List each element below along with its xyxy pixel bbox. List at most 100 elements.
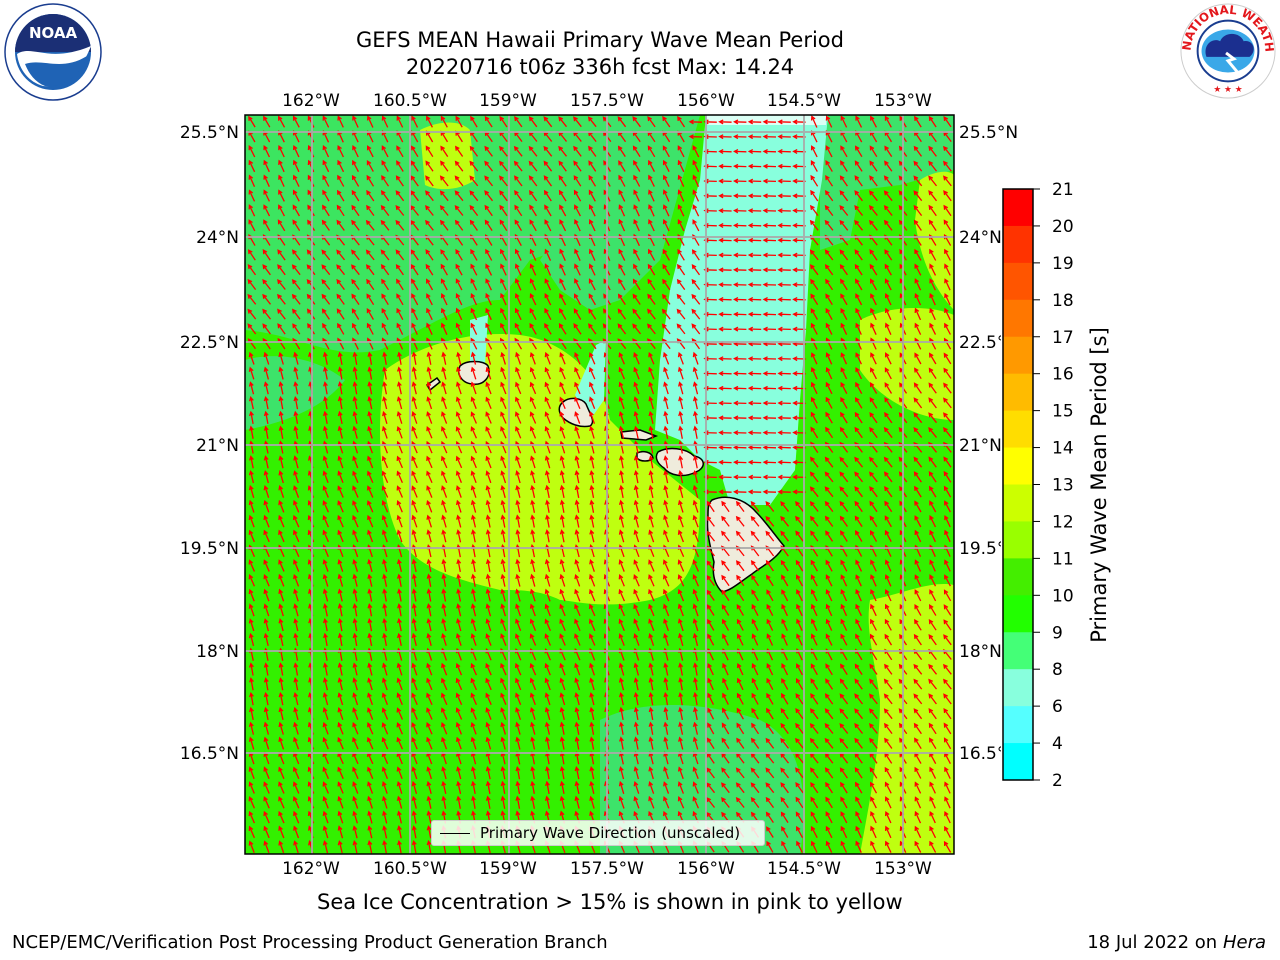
wave-arrow <box>840 293 848 306</box>
wave-arrow <box>248 484 255 498</box>
wave-arrow <box>426 618 432 632</box>
wave-arrow <box>884 515 892 528</box>
wave-arrow <box>545 499 550 513</box>
wave-arrow <box>455 278 463 291</box>
wave-arrow <box>855 115 863 128</box>
wave-arrow <box>884 810 892 824</box>
wave-arrow <box>454 190 464 202</box>
wave-arrow <box>352 366 358 380</box>
wave-arrow <box>825 796 833 809</box>
wave-arrow <box>574 455 580 469</box>
wave-arrow <box>648 559 655 572</box>
wave-arrow <box>558 116 568 128</box>
wave-arrow <box>762 282 777 288</box>
wave-arrow <box>692 189 700 202</box>
wave-arrow <box>485 558 491 573</box>
wave-arrow <box>943 619 952 631</box>
wave-arrow <box>441 677 448 691</box>
wave-arrow <box>692 514 699 528</box>
wave-arrow <box>677 603 684 617</box>
wave-arrow <box>396 485 403 498</box>
wave-arrow <box>718 149 732 154</box>
wave-arrow <box>663 484 669 498</box>
wave-arrow <box>854 205 864 216</box>
wave-arrow <box>839 693 849 705</box>
wave-arrow <box>810 811 818 824</box>
wave-arrow <box>515 426 522 439</box>
wave-arrow <box>633 484 639 499</box>
wave-arrow <box>469 160 479 172</box>
wave-arrow <box>484 160 494 172</box>
wave-arrow <box>470 573 476 587</box>
wave-arrow <box>263 219 271 232</box>
wave-arrow <box>692 662 698 676</box>
wave-arrow <box>247 278 257 290</box>
wave-arrow <box>869 766 878 779</box>
wave-arrow <box>322 617 328 632</box>
wave-arrow <box>485 677 492 691</box>
wave-arrow <box>618 588 625 602</box>
wave-arrow <box>322 144 330 158</box>
wave-arrow <box>529 248 537 261</box>
wave-arrow <box>366 293 375 306</box>
wave-arrow <box>692 632 699 646</box>
wave-arrow <box>777 371 791 376</box>
wave-arrow <box>766 840 774 853</box>
wave-arrow <box>515 558 521 573</box>
wave-arrow <box>380 189 390 202</box>
wave-arrow <box>293 455 299 469</box>
wave-arrow <box>500 558 506 573</box>
wave-arrow <box>500 351 507 365</box>
wave-arrow <box>411 322 418 335</box>
wave-arrow <box>249 425 254 439</box>
wave-arrow <box>663 529 670 543</box>
wave-arrow <box>707 677 714 691</box>
wave-arrow <box>559 484 565 499</box>
wave-arrow <box>588 293 596 306</box>
wave-arrow <box>529 381 537 395</box>
wave-arrow <box>839 190 849 202</box>
wave-arrow <box>574 780 580 795</box>
wave-arrow <box>854 737 863 749</box>
wave-arrow <box>587 116 597 128</box>
wave-arrow <box>855 825 862 839</box>
wave-arrow <box>884 382 893 394</box>
wave-arrow <box>321 249 331 261</box>
wave-arrow <box>733 326 747 332</box>
wave-arrow <box>426 662 433 676</box>
wave-arrow <box>396 381 402 395</box>
wave-arrow <box>500 529 506 543</box>
wave-arrow <box>928 367 937 379</box>
wave-arrow <box>662 218 670 232</box>
wave-arrow <box>751 618 759 631</box>
wave-arrow <box>735 797 745 808</box>
wave-arrow <box>943 204 952 217</box>
wave-arrow <box>559 278 566 291</box>
wave-arrow <box>322 662 328 676</box>
wave-arrow <box>322 470 329 484</box>
wave-arrow <box>456 558 462 573</box>
wave-arrow <box>248 766 255 780</box>
wave-arrow <box>693 677 698 691</box>
lon-label: 160.5°W <box>373 859 447 879</box>
wave-arrow <box>648 691 654 706</box>
wave-arrow <box>839 500 849 512</box>
wave-arrow <box>795 559 804 572</box>
wave-arrow <box>396 293 404 306</box>
wave-arrow <box>943 634 952 646</box>
wave-arrow <box>589 559 595 572</box>
wave-arrow <box>500 470 507 484</box>
wave-arrow <box>869 486 878 498</box>
wave-arrow <box>411 825 417 839</box>
wave-arrow <box>380 219 390 231</box>
wave-arrow <box>485 351 492 365</box>
wave-arrow <box>825 366 833 380</box>
wave-arrow <box>618 677 625 691</box>
wave-arrow <box>914 529 922 543</box>
wave-arrow <box>471 795 476 809</box>
wave-arrow <box>514 204 523 217</box>
wave-arrow <box>425 160 434 172</box>
wave-arrow <box>292 781 300 794</box>
wave-arrow <box>824 189 834 202</box>
wave-arrow <box>777 445 791 450</box>
